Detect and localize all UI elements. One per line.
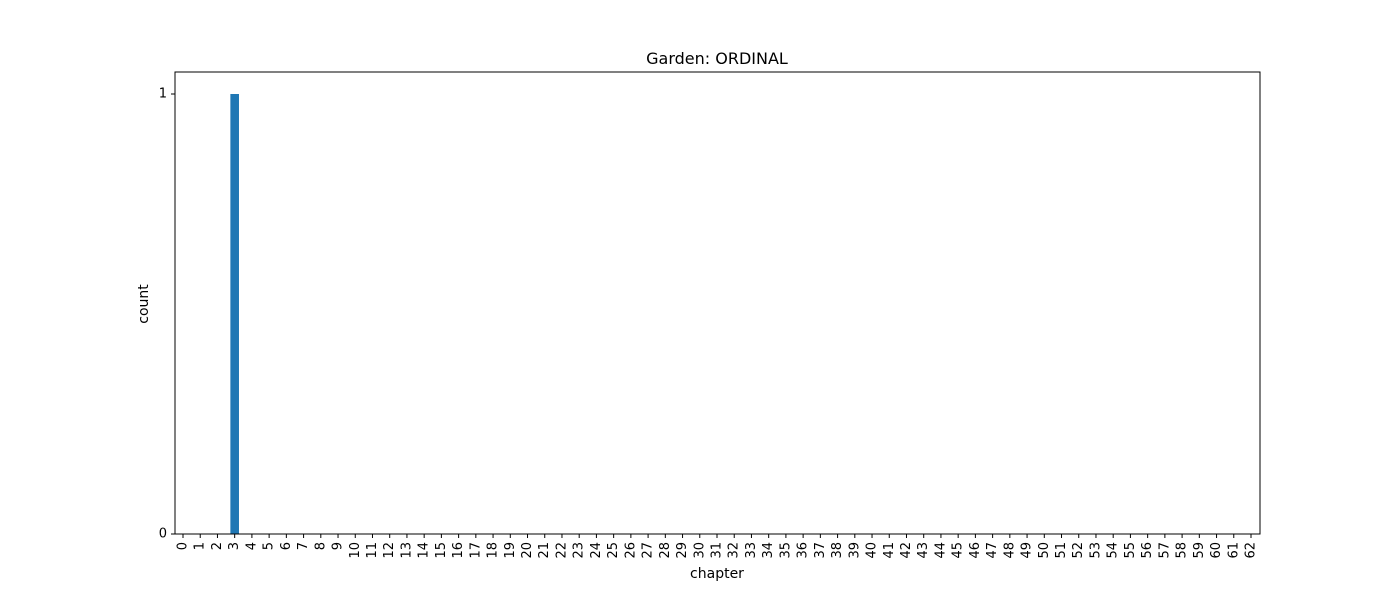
x-tick-label: 30 (692, 542, 707, 559)
x-tick-label: 21 (537, 542, 552, 559)
x-tick-label: 7 (296, 542, 311, 550)
x-tick-label: 61 (1226, 542, 1241, 559)
x-tick-label: 47 (985, 542, 1000, 559)
x-tick-label: 41 (882, 542, 897, 559)
x-tick-label: 42 (899, 542, 914, 559)
x-tick-label: 16 (451, 542, 466, 559)
x-tick-label: 32 (727, 542, 742, 559)
x-tick-label: 20 (520, 542, 535, 559)
x-tick-label: 52 (1071, 542, 1086, 559)
x-tick-label: 25 (606, 542, 621, 559)
x-tick-label: 39 (847, 542, 862, 559)
bar-3 (230, 94, 239, 534)
x-tick-label: 23 (572, 542, 587, 559)
y-axis-label: count (136, 284, 152, 324)
x-tick-label: 58 (1175, 542, 1190, 559)
x-tick-label: 22 (554, 542, 569, 559)
x-tick-label: 36 (796, 542, 811, 559)
x-tick-label: 18 (486, 542, 501, 559)
x-tick-label: 33 (744, 542, 759, 559)
x-axis-label: chapter (690, 566, 744, 582)
x-tick-label: 24 (589, 542, 604, 559)
x-tick-label: 15 (434, 542, 449, 559)
x-tick-label: 5 (262, 542, 277, 550)
x-tick-label: 2 (210, 542, 225, 550)
x-tick-label: 43 (916, 542, 931, 559)
x-tick-label: 57 (1157, 542, 1172, 559)
x-tick-label: 11 (365, 542, 380, 559)
x-tick-label: 12 (382, 542, 397, 559)
x-tick-label: 0 (176, 542, 191, 550)
x-tick-label: 55 (1123, 542, 1138, 559)
x-tick-label: 34 (761, 542, 776, 559)
x-tick-label: 59 (1192, 542, 1207, 559)
x-tick-label: 27 (641, 542, 656, 559)
x-tick-label: 13 (399, 542, 414, 559)
x-tick-label: 1 (193, 542, 208, 550)
x-tick-label: 48 (1002, 542, 1017, 559)
x-tick-label: 8 (313, 542, 328, 550)
x-axis: 0 1 2 3 4 5 6 7 8 9 10 11 12 13 14 15 16 17 18 19 20 21 22 23 24… (176, 534, 1259, 559)
y-tick-label: 0 (159, 527, 167, 542)
x-tick-label: 56 (1140, 542, 1155, 559)
x-tick-label: 49 (1020, 542, 1035, 559)
x-tick-label: 44 (933, 542, 948, 559)
x-tick-label: 19 (503, 542, 518, 559)
x-tick-label: 45 (951, 542, 966, 559)
x-tick-label: 54 (1106, 542, 1121, 559)
x-tick-label: 40 (865, 542, 880, 559)
x-tick-label: 6 (279, 542, 294, 550)
x-tick-label: 14 (417, 542, 432, 559)
x-tick-label: 9 (331, 542, 346, 550)
x-tick-label: 29 (675, 542, 690, 559)
x-tick-label: 35 (778, 542, 793, 559)
y-tick-label: 1 (159, 87, 167, 102)
bars-group (230, 94, 239, 534)
x-tick-label: 46 (968, 542, 983, 559)
x-tick-label: 62 (1244, 542, 1259, 559)
x-tick-label: 37 (813, 542, 828, 559)
x-tick-label: 50 (1037, 542, 1052, 559)
x-tick-label: 51 (1054, 542, 1069, 559)
chart-title: Garden: ORDINAL (646, 49, 788, 68)
x-tick-label: 31 (710, 542, 725, 559)
x-tick-label: 28 (658, 542, 673, 559)
x-tick-label: 17 (468, 542, 483, 559)
x-tick-label: 10 (348, 542, 363, 559)
x-tick-label: 3 (227, 542, 242, 550)
x-tick-label: 38 (830, 542, 845, 559)
y-axis: 01 (159, 87, 175, 542)
x-tick-label: 60 (1209, 542, 1224, 559)
x-tick-label: 26 (623, 542, 638, 559)
plot-area-frame (174, 71, 1261, 535)
x-tick-label: 4 (244, 542, 259, 550)
x-tick-label: 53 (1088, 542, 1103, 559)
